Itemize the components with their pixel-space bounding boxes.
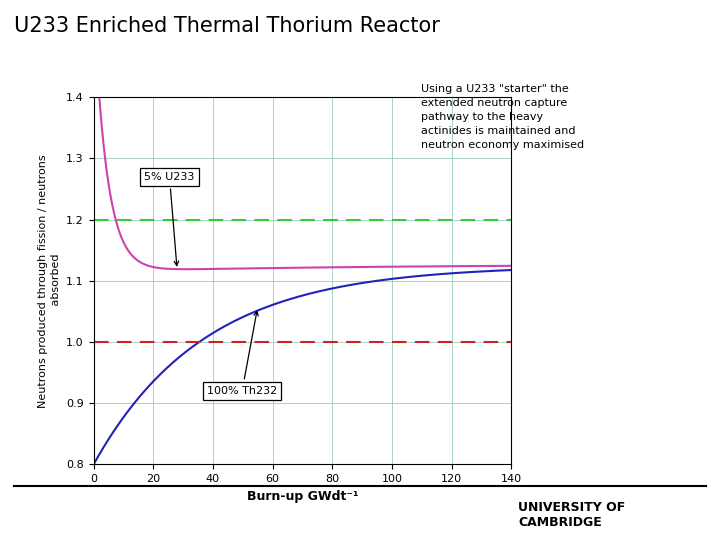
Text: Using a U233 "starter" the
extended neutron capture
pathway to the heavy
actinid: Using a U233 "starter" the extended neut…: [420, 84, 584, 150]
Text: 5% U233: 5% U233: [144, 172, 194, 266]
Text: U233 Enriched Thermal Thorium Reactor: U233 Enriched Thermal Thorium Reactor: [14, 16, 440, 36]
X-axis label: Burn-up GWdt⁻¹: Burn-up GWdt⁻¹: [247, 490, 358, 503]
Y-axis label: Neutrons produced through fission / neutrons
 absorbed: Neutrons produced through fission / neut…: [38, 154, 60, 408]
Text: UNIVERSITY OF
CAMBRIDGE: UNIVERSITY OF CAMBRIDGE: [518, 501, 626, 529]
Text: 100% Th232: 100% Th232: [207, 311, 277, 396]
